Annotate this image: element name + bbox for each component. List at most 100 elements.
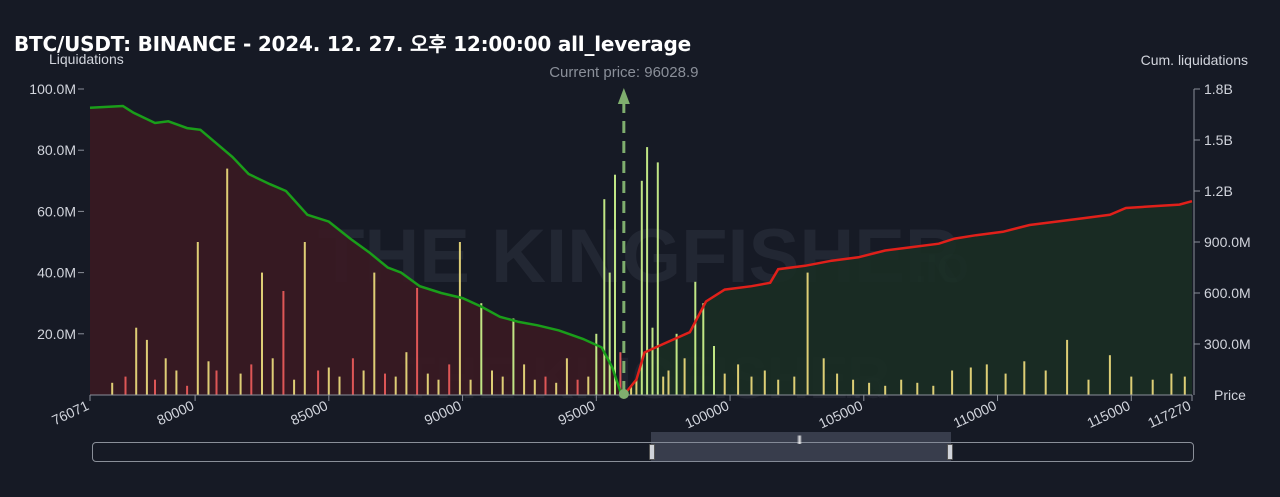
liquidation-bar: [154, 379, 156, 395]
y-tick-label: 40.0M: [37, 265, 76, 281]
price-axis-title: Price: [1214, 387, 1246, 403]
liquidation-bar: [426, 373, 429, 395]
liquidation-bar: [544, 376, 547, 395]
long-cum-line: [89, 104, 625, 396]
liquidation-bar: [777, 379, 780, 395]
liquidation-bar: [124, 376, 127, 395]
liquidation-bar: [338, 376, 341, 395]
liquidation-bar: [565, 358, 568, 395]
liquidation-bar: [1183, 376, 1186, 395]
liquidation-bar: [480, 303, 483, 395]
liquidation-bar: [608, 272, 611, 395]
liquidation-bar: [1130, 376, 1133, 395]
x-tick-label: 115000: [1084, 397, 1132, 431]
left-axis-title: Liquidations: [49, 51, 124, 67]
current-price-arrow-icon: [617, 88, 630, 104]
liquidation-bar: [932, 385, 935, 395]
right-axis-title: Cum. liquidations: [1140, 52, 1248, 68]
liquidation-bar: [900, 379, 903, 395]
range-handle-left[interactable]: [649, 444, 655, 460]
liquidation-bar: [491, 370, 493, 395]
y-tick-label: 60.0M: [37, 203, 76, 219]
liquidation-bar: [852, 379, 855, 395]
liquidation-bar: [164, 358, 167, 395]
liquidation-bar: [969, 367, 972, 395]
liquidation-bar: [646, 147, 649, 395]
liquidation-bar: [916, 382, 919, 395]
short-cum-line: [622, 199, 1193, 396]
liquidation-bar: [651, 327, 654, 395]
liquidation-bar: [261, 272, 263, 395]
liquidation-bar: [836, 373, 839, 395]
liquidation-bar: [951, 370, 954, 395]
liquidation-bar: [196, 242, 199, 395]
y2-tick-label: 600.0M: [1204, 285, 1251, 301]
liquidation-bar: [303, 242, 306, 395]
liquidation-bar: [763, 370, 766, 395]
liquidation-bar: [523, 364, 526, 395]
liquidation-bar: [1044, 370, 1047, 395]
liquidation-bar: [750, 376, 753, 395]
liquidation-bar: [111, 382, 114, 395]
liquidation-bar: [576, 379, 579, 395]
liquidation-bar: [702, 303, 705, 395]
liquidation-bar: [630, 385, 633, 395]
liquidation-bar: [1066, 339, 1069, 395]
liquidation-bar: [437, 379, 440, 395]
liquidation-bar: [603, 199, 606, 395]
current-price-dot: [618, 389, 629, 399]
liquidation-bar: [317, 370, 320, 395]
liquidation-bar: [614, 174, 616, 395]
liquidation-bar: [448, 364, 451, 395]
liquidation-bar: [683, 358, 686, 395]
liquidation-bar: [282, 291, 285, 395]
liquidation-bar: [1108, 355, 1111, 395]
liquidation-bar: [145, 339, 148, 395]
x-tick-label: 117270: [1145, 397, 1193, 431]
liquidation-bar: [1004, 373, 1007, 395]
x-tick-label: 85000: [288, 397, 330, 428]
liquidation-bar: [667, 370, 670, 395]
liquidation-bar: [1023, 361, 1026, 395]
x-tick-label: 76071: [49, 397, 91, 428]
liquidation-bar: [351, 358, 354, 395]
liquidation-bar: [555, 382, 558, 395]
liquidation-bar: [723, 373, 726, 395]
liquidation-bar: [250, 364, 253, 395]
liquidation-bar: [416, 287, 419, 395]
y2-tick-label: 1.2B: [1204, 183, 1233, 199]
liquidation-bar: [239, 373, 242, 395]
liquidation-bar: [175, 370, 178, 395]
short-cum-area: [623, 201, 1192, 395]
long-cum-area: [90, 106, 624, 395]
liquidation-bar: [215, 370, 218, 395]
liquidation-bar: [675, 333, 678, 395]
liquidation-bar: [640, 180, 643, 395]
y2-tick-label: 1.8B: [1204, 81, 1233, 97]
liquidation-bar: [806, 272, 809, 395]
liquidation-bar: [587, 376, 590, 395]
liquidation-bar: [362, 370, 365, 395]
liquidation-bar: [512, 318, 515, 395]
liquidation-bar: [405, 352, 408, 395]
range-navigator[interactable]: [92, 442, 1194, 462]
liquidation-bar: [868, 382, 871, 395]
liquidation-bar: [207, 361, 210, 395]
liquidation-bar: [293, 379, 296, 395]
liquidation-bar: [985, 364, 988, 395]
liquidation-bar: [384, 373, 386, 395]
range-navigator-window[interactable]: [651, 432, 951, 462]
y-tick-label: 100.0M: [29, 81, 76, 97]
liquidation-bar: [694, 281, 697, 395]
liquidation-bar: [501, 376, 504, 395]
liquidation-bar: [469, 379, 472, 395]
liquidation-bar: [713, 346, 715, 395]
y2-tick-label: 300.0M: [1204, 336, 1251, 352]
liquidation-bar: [1170, 373, 1173, 395]
liquidation-bar: [595, 333, 598, 395]
range-handle-right[interactable]: [947, 444, 953, 460]
range-grip-icon[interactable]: |||: [797, 434, 802, 444]
liquidation-bar: [1151, 379, 1154, 395]
liquidation-bar: [271, 358, 274, 395]
